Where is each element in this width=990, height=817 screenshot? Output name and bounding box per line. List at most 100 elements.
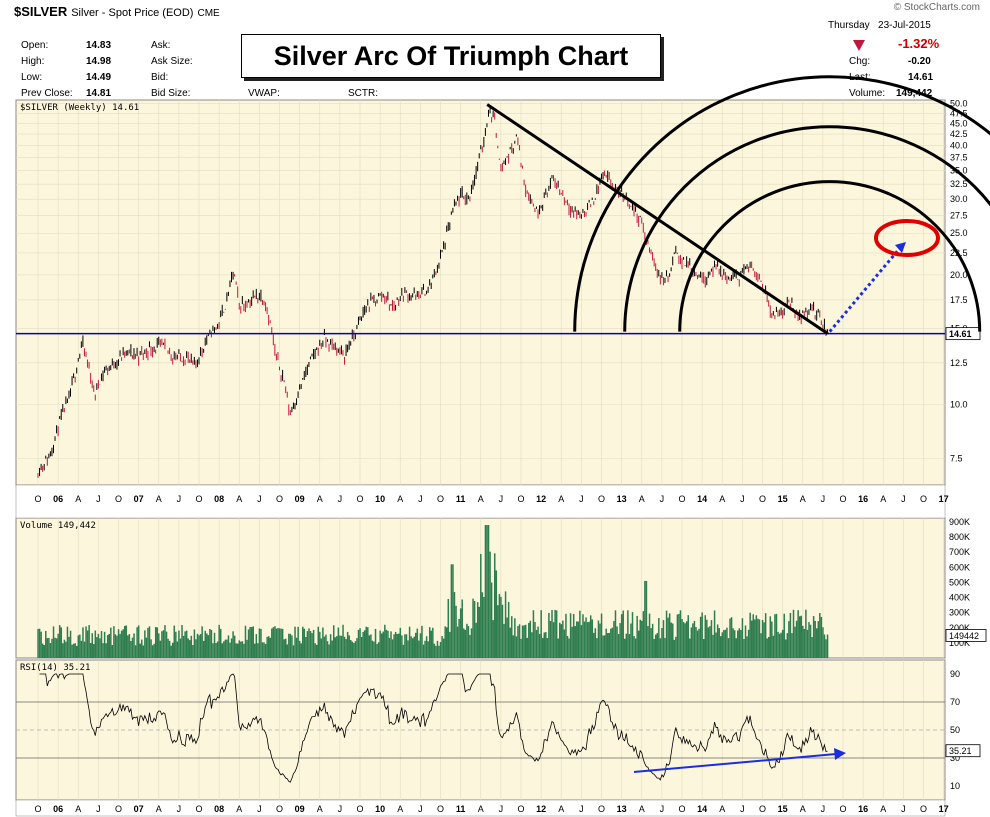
volume-bar: [240, 641, 242, 658]
volume-bar: [786, 633, 789, 658]
volume-bar: [430, 630, 433, 658]
volume-bar: [317, 626, 320, 658]
volume-bar: [458, 618, 460, 658]
rsi-x-tick-label: A: [800, 804, 806, 814]
volume-bar: [781, 629, 784, 658]
volume-bar: [614, 610, 617, 658]
volume-bar: [473, 601, 476, 658]
volume-bar: [534, 621, 536, 658]
volume-bar: [201, 626, 203, 658]
volume-bar: [442, 638, 445, 658]
volume-bar: [376, 644, 378, 658]
volume-bar: [596, 638, 598, 658]
volume-bar: [814, 620, 816, 658]
volume-bar: [797, 610, 799, 658]
volume-bar: [154, 626, 157, 658]
low-label: Low:: [21, 72, 43, 83]
volume-bar: [249, 626, 251, 658]
rsi-x-tick-label: 07: [134, 804, 144, 814]
volume-bar: [740, 630, 742, 658]
volume-bar: [359, 628, 361, 658]
volume-bar: [342, 624, 344, 658]
volume-bar: [709, 626, 711, 658]
volume-bar: [57, 633, 59, 658]
volume-bar: [48, 637, 50, 658]
volume-bar: [484, 525, 487, 658]
volume-bar: [263, 642, 265, 658]
volume-bar: [278, 628, 281, 658]
volume-bar: [726, 627, 728, 658]
volume-bar: [82, 627, 84, 658]
volume-bar: [267, 636, 270, 658]
rsi-x-tick-label: 13: [617, 804, 627, 814]
volume-bar: [672, 623, 674, 658]
volume-bar: [712, 634, 714, 658]
brand-credit: © StockCharts.com: [893, 2, 980, 13]
rsi-y-tick-label: 10: [950, 781, 960, 791]
volume-bar: [147, 627, 149, 658]
volume-bar: [370, 634, 372, 658]
volume-bar: [780, 632, 782, 658]
ask-label: Ask:: [151, 40, 171, 51]
volume-bar: [159, 640, 162, 658]
volume-bar: [648, 613, 651, 658]
volume-bar: [687, 615, 689, 658]
volume-bar: [634, 638, 637, 658]
bid-label: Bid:: [151, 72, 169, 83]
volume-bar: [467, 626, 470, 658]
volume-bar: [171, 642, 174, 658]
rsi-x-tick-label: J: [418, 804, 423, 814]
volume-bar: [579, 610, 581, 658]
volume-bar: [597, 620, 600, 658]
volume-bar: [272, 627, 275, 658]
volume-bar: [681, 618, 683, 658]
volume-bar: [308, 628, 310, 658]
volume-bar: [723, 630, 725, 658]
volume-bar: [116, 635, 118, 658]
rsi-x-tick-label: A: [558, 804, 564, 814]
volume-bar: [193, 629, 196, 658]
rsi-x-tick-label: 08: [214, 804, 224, 814]
volume-bar: [86, 630, 89, 658]
volume-bar: [529, 620, 532, 658]
volume-bar: [237, 643, 239, 658]
rsi-x-tick-label: J: [177, 804, 182, 814]
volume-bar: [292, 645, 295, 658]
volume-bar: [120, 630, 123, 658]
volume-y-tick-label: 100K: [949, 638, 970, 648]
volume-bar: [684, 623, 686, 658]
volume-bar: [117, 629, 120, 658]
volume-bar: [789, 612, 792, 658]
volume-bar: [311, 633, 313, 658]
volume-bar: [548, 612, 550, 658]
volume-bar: [315, 644, 318, 658]
volume-bar: [204, 630, 206, 658]
volume-bar: [46, 638, 49, 658]
volume-bar: [134, 645, 137, 658]
price-x-tick-label: J: [96, 494, 101, 504]
volume-bar: [808, 622, 810, 658]
volume-bar: [428, 627, 431, 658]
volume-bar: [244, 625, 247, 658]
volume-bar: [60, 627, 63, 658]
volume-bar: [661, 628, 663, 658]
volume-bar: [637, 630, 640, 658]
volume-bar: [309, 631, 312, 658]
volume-bar: [351, 641, 354, 658]
volume-bar: [798, 616, 801, 658]
volume-bar: [119, 633, 121, 658]
rsi-x-tick-label: O: [276, 804, 283, 814]
volume-bar: [777, 631, 779, 658]
volume-bar: [323, 636, 326, 658]
volume-bar: [371, 640, 374, 658]
volume-bar: [340, 635, 343, 658]
volume-bar: [631, 612, 634, 658]
price-x-tick-label: O: [115, 494, 122, 504]
price-x-tick-label: O: [920, 494, 927, 504]
volume-bar: [497, 605, 499, 658]
price-y-tick-label: 32.5: [950, 179, 968, 189]
volume-bar: [43, 645, 45, 658]
volume-bar: [62, 643, 64, 658]
volume-bar: [670, 622, 672, 658]
volume-bar: [707, 627, 710, 658]
